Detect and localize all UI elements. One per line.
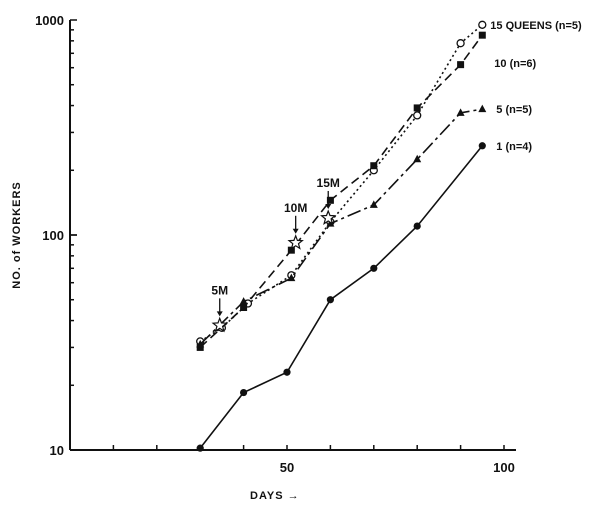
annotation-2: 15M (317, 176, 340, 225)
arrow-head (216, 311, 223, 317)
arrow-head (325, 203, 332, 209)
series-label: 15 QUEENS (n=5) (490, 20, 582, 32)
series-labels: 15 QUEENS (n=5) 10 (n=6) 5 (n=5) 1 (n=4) (490, 20, 582, 153)
data-point (413, 154, 422, 163)
data-point (326, 196, 334, 204)
series-label: 10 (n=6) (494, 58, 536, 70)
series-1 (196, 31, 486, 351)
star-marker (287, 234, 304, 250)
data-point (287, 246, 295, 254)
data-point (478, 31, 486, 39)
series-3 (196, 142, 486, 452)
data-point (456, 39, 465, 48)
data-point (196, 444, 204, 452)
data-point (457, 61, 465, 69)
annotation-0: 5M (211, 283, 228, 333)
data-point (239, 297, 248, 305)
series-line (199, 24, 483, 343)
data-point (413, 222, 421, 230)
y-tick-label: 100 (42, 228, 64, 243)
data-point (326, 296, 334, 304)
arrow-head (292, 228, 299, 234)
star-marker (320, 209, 337, 225)
data-point (478, 142, 486, 150)
ticks: 10 100 1000 50 100 (35, 13, 515, 475)
data-point (478, 20, 487, 29)
series-0 (196, 20, 487, 346)
annotations: 5M 10M 15M (211, 176, 340, 333)
data-point (456, 108, 465, 116)
data-point (283, 368, 291, 376)
data-point (240, 304, 248, 312)
series-line (199, 108, 483, 345)
annotation-label: 10M (284, 201, 307, 215)
data-point (369, 200, 378, 208)
annotation-label: 5M (211, 283, 228, 297)
x-axis-title: DAYS → (250, 490, 300, 502)
series-label: 1 (n=4) (496, 141, 532, 153)
annotation-1: 10M (284, 201, 307, 250)
y-tick-label: 10 (50, 443, 64, 458)
data-point (287, 273, 296, 282)
y-tick-label: 1000 (35, 13, 64, 28)
y-axis-title: NO. of WORKERS (11, 181, 23, 289)
x-tick-label: 50 (280, 460, 294, 475)
series-label: 5 (n=5) (496, 104, 532, 116)
data-point (413, 104, 421, 112)
annotation-label: 15M (317, 176, 340, 190)
plot-area (69, 20, 516, 451)
data-point (413, 111, 422, 120)
data-point (370, 264, 378, 272)
data-point (196, 343, 204, 351)
series-layer (196, 20, 487, 452)
x-tick-label: 100 (493, 460, 515, 475)
data-point (478, 104, 487, 113)
data-point (240, 388, 248, 397)
data-point (370, 162, 378, 170)
star-marker (211, 316, 228, 333)
data-point (196, 339, 205, 348)
